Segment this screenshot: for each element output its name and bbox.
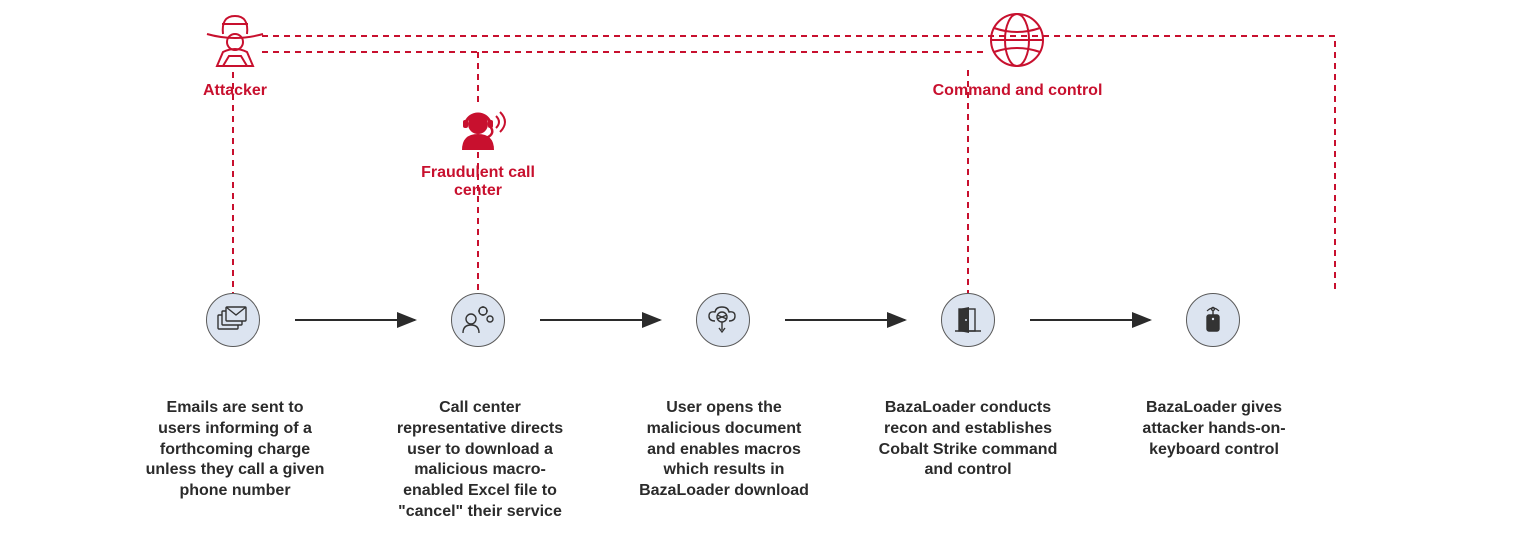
- step-hands-text: BazaLoader gives attacker hands-on-keybo…: [1122, 398, 1306, 460]
- step-callcenter-icon: [451, 293, 505, 347]
- step-malware-text: User opens the malicious document and en…: [632, 398, 816, 502]
- step-recon-text: BazaLoader conducts recon and establishe…: [873, 398, 1063, 481]
- step-hands-icon: [1186, 293, 1240, 347]
- globe-icon: [991, 14, 1043, 66]
- step-malware-icon: [696, 293, 750, 347]
- attacker-label: Attacker: [195, 82, 275, 100]
- diagram-canvas: Attacker Fraudulent call center Command …: [0, 0, 1517, 542]
- call-center-label: Fraudulent call center: [398, 164, 558, 200]
- step-emails-icon: [206, 293, 260, 347]
- attacker-icon: [207, 16, 263, 66]
- step-emails-text: Emails are sent to users informing of a …: [145, 398, 325, 502]
- c2-label: Command and control: [930, 82, 1105, 100]
- call-center-icon: [462, 112, 505, 150]
- step-recon-icon: [941, 293, 995, 347]
- step-callcenter-text: Call center representative directs user …: [388, 398, 572, 523]
